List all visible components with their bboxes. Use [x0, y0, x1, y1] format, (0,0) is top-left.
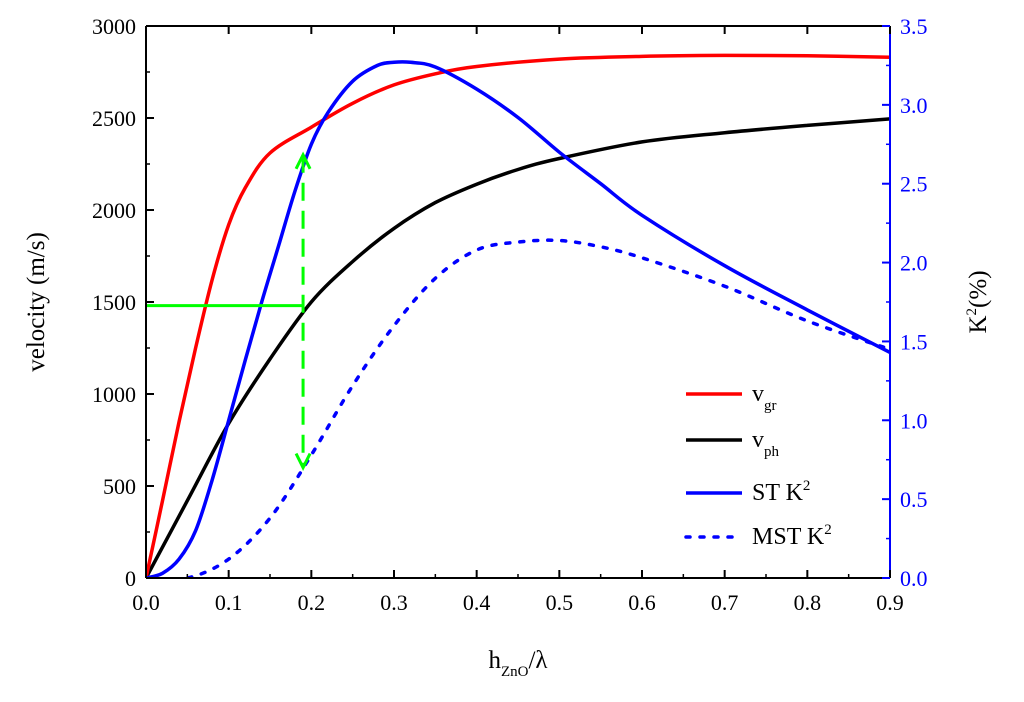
arrow-head-down — [294, 452, 312, 471]
y-tick-label: 0 — [125, 566, 136, 591]
series-layer — [146, 53, 890, 579]
y-tick-label: 1000 — [92, 382, 136, 407]
y-tick-label: 500 — [103, 474, 136, 499]
x-tick-label: 0.1 — [215, 590, 243, 615]
y2-tick-label: 1.0 — [900, 408, 928, 433]
y2-tick-label: 2.0 — [900, 251, 928, 276]
legend-label-mst-k2: MST K2 — [752, 522, 832, 550]
legend-label-v-gr: vgr — [752, 381, 777, 414]
x-axis-label-main: h — [488, 647, 501, 674]
legend-label-st-k2: ST K2 — [752, 478, 810, 506]
y2-tick-label: 1.5 — [900, 329, 928, 354]
series-v-gr-line — [146, 53, 890, 579]
x-tick-label: 0.3 — [380, 590, 408, 615]
x-tick-label: 0.4 — [463, 590, 491, 615]
series-v-ph-line — [146, 117, 890, 579]
x-tick-label: 0.9 — [876, 590, 904, 615]
y2-tick-label: 2.5 — [900, 172, 928, 197]
series-mst-k2-line — [146, 238, 890, 579]
x-axis-label-sub: ZnO — [501, 664, 529, 680]
x-axis-label-tail: /λ — [528, 647, 547, 674]
x-tick-label: 0.0 — [132, 590, 160, 615]
y-tick-label: 3000 — [92, 14, 136, 39]
x-tick-label: 0.5 — [546, 590, 574, 615]
y2-ticks: 0.0 0.5 1.0 1.5 2.0 2.5 3.0 3.5 — [882, 14, 928, 591]
y2-axis-label: K2(%) — [964, 270, 992, 333]
y2-axis-label-tail: (%) — [965, 270, 992, 307]
arrow-head-up — [294, 151, 312, 170]
y-tick-label: 1500 — [92, 290, 136, 315]
y-axis-label: velocity (m/s) — [23, 232, 50, 372]
y-tick-label: 2000 — [92, 198, 136, 223]
x-ticks: 0.0 0.1 0.2 0.3 0.4 0.5 0.6 0.7 0.8 0.9 — [132, 26, 904, 615]
y-ticks: 0 500 1000 1500 2000 2500 3000 — [92, 14, 154, 591]
y2-tick-label: 3.5 — [900, 14, 928, 39]
y2-tick-label: 0.5 — [900, 487, 928, 512]
y2-tick-label: 0.0 — [900, 566, 928, 591]
y2-axis-label-sup: 2 — [964, 308, 980, 316]
x-tick-label: 0.6 — [628, 590, 656, 615]
x-tick-label: 0.2 — [298, 590, 326, 615]
y-tick-label: 2500 — [92, 106, 136, 131]
x-axis-label: hZnO/λ — [488, 647, 547, 680]
x-tick-label: 0.7 — [711, 590, 739, 615]
legend-label-v-ph: vph — [752, 427, 780, 460]
y2-tick-label: 3.0 — [900, 93, 928, 118]
series-st-k2-line — [146, 60, 890, 579]
y2-axis-label-main: K — [965, 315, 992, 333]
legend: vgr vph ST K2 MST K2 — [684, 381, 832, 550]
x-tick-label: 0.8 — [794, 590, 822, 615]
